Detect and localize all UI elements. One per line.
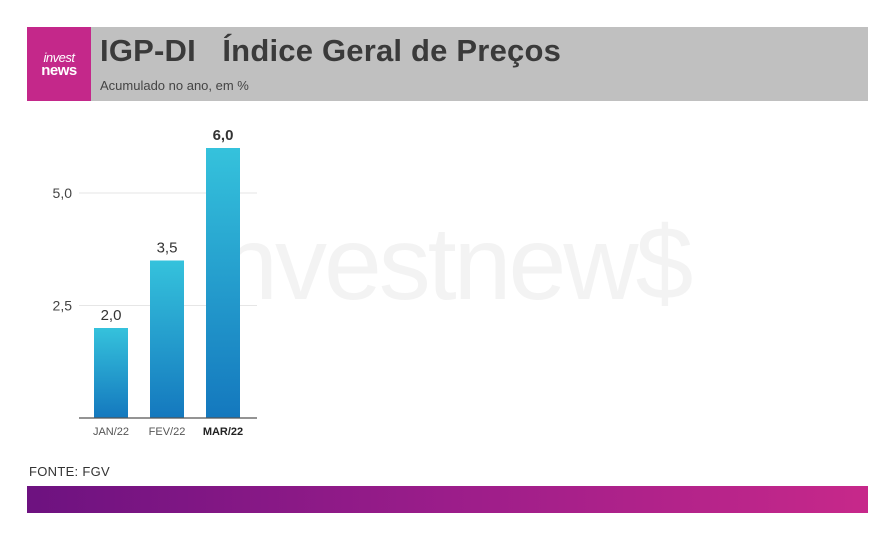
y-tick-label: 5,0	[53, 185, 73, 201]
data-label: 2,0	[101, 307, 122, 324]
data-label: 3,5	[157, 240, 178, 257]
bar	[206, 148, 240, 418]
x-tick-label: FEV/22	[149, 426, 186, 438]
bar	[94, 328, 128, 418]
chart-title: IGP-DI Índice Geral de Preços	[100, 33, 562, 68]
source-note: FONTE: FGV	[29, 464, 110, 479]
x-tick-label: JAN/22	[93, 426, 129, 438]
chart-subtitle: Acumulado no ano, em %	[100, 78, 249, 93]
x-tick-label: MAR/22	[203, 426, 243, 438]
logo-text-news: news	[41, 61, 77, 79]
footer-gradient-bar	[27, 486, 868, 513]
investnews-logo: invest news	[27, 27, 91, 101]
watermark: investnew$	[200, 206, 693, 322]
logo-text-invest: invest	[43, 49, 75, 65]
bar	[150, 260, 184, 418]
chart-header: invest news IGP-DI Índice Geral de Preço…	[27, 27, 868, 101]
y-tick-label: 2,5	[53, 298, 73, 314]
data-label: 6,0	[213, 127, 234, 144]
